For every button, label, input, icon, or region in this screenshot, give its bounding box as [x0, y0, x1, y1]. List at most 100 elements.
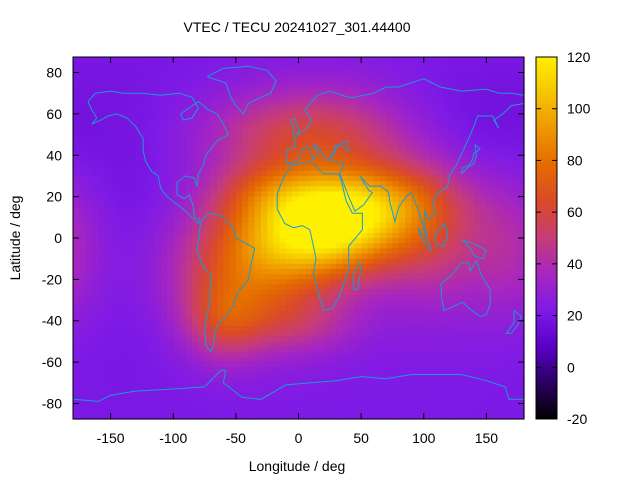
heatmap-cell — [430, 206, 437, 213]
heatmap-cell — [141, 124, 149, 130]
heatmap-cell — [79, 217, 87, 224]
heatmap-cell — [98, 186, 105, 193]
heatmap-cell — [486, 62, 494, 68]
heatmap-cell — [367, 129, 375, 136]
heatmap-cell — [285, 248, 293, 255]
heatmap-cell — [373, 274, 381, 280]
heatmap-cell — [379, 284, 387, 291]
heatmap-cell — [317, 113, 325, 120]
heatmap-cell — [192, 263, 199, 270]
heatmap-cell — [292, 88, 300, 94]
heatmap-cell — [235, 320, 243, 327]
heatmap-cell — [304, 93, 312, 99]
heatmap-cell — [148, 279, 156, 286]
heatmap-cell — [254, 367, 262, 374]
heatmap-cell — [160, 82, 168, 89]
heatmap-cell — [304, 274, 312, 280]
heatmap-cell — [486, 119, 494, 125]
heatmap-cell — [398, 258, 406, 265]
heatmap-cell — [304, 387, 312, 394]
heatmap-cell — [273, 206, 281, 213]
heatmap-cell — [455, 269, 462, 275]
heatmap-cell — [141, 362, 149, 368]
heatmap-cell — [461, 377, 469, 384]
heatmap-cell — [317, 258, 325, 265]
heatmap-cell — [148, 238, 156, 244]
heatmap-cell — [311, 160, 318, 167]
heatmap-cell — [116, 320, 124, 327]
heatmap-cell — [398, 331, 406, 337]
heatmap-cell — [104, 367, 112, 374]
heatmap-cell — [79, 398, 87, 405]
heatmap-cell — [192, 269, 199, 275]
heatmap-cell — [173, 160, 181, 167]
heatmap-cell — [292, 300, 300, 306]
heatmap-cell — [517, 103, 525, 110]
heatmap-cell — [192, 315, 199, 322]
heatmap-cell — [392, 57, 400, 63]
heatmap-cell — [85, 160, 93, 167]
heatmap-cell — [329, 134, 337, 141]
heatmap-cell — [298, 144, 306, 151]
heatmap-cell — [492, 336, 500, 343]
heatmap-cell — [329, 191, 337, 198]
heatmap-cell — [373, 362, 381, 368]
heatmap-cell — [110, 139, 118, 146]
heatmap-cell — [229, 351, 237, 358]
heatmap-cell — [166, 181, 174, 187]
heatmap-cell — [367, 393, 375, 399]
heatmap-cell — [480, 155, 488, 162]
heatmap-cell — [411, 201, 419, 208]
heatmap-cell — [411, 336, 419, 343]
heatmap-cell — [298, 367, 306, 374]
heatmap-cell — [229, 62, 237, 68]
heatmap-cell — [392, 144, 400, 151]
heatmap-cell — [361, 320, 368, 327]
heatmap-cell — [411, 263, 419, 270]
heatmap-cell — [148, 170, 156, 177]
heatmap-cell — [354, 238, 362, 244]
heatmap-cell — [104, 258, 112, 265]
heatmap-cell — [392, 341, 400, 348]
heatmap-cell — [323, 206, 331, 213]
heatmap-cell — [505, 139, 513, 146]
heatmap-cell — [486, 165, 494, 172]
heatmap-cell — [260, 160, 268, 167]
heatmap-cell — [336, 82, 343, 89]
heatmap-cell — [361, 165, 368, 172]
heatmap-cell — [486, 93, 494, 99]
heatmap-cell — [210, 67, 218, 74]
heatmap-cell — [323, 212, 331, 218]
heatmap-cell — [160, 201, 168, 208]
heatmap-cell — [273, 258, 281, 265]
heatmap-cell — [242, 155, 249, 162]
heatmap-cell — [248, 325, 256, 332]
heatmap-cell — [223, 103, 231, 110]
heatmap-cell — [173, 398, 181, 405]
heatmap-cell — [336, 294, 343, 301]
heatmap-cell — [480, 170, 488, 177]
heatmap-cell — [267, 82, 275, 89]
heatmap-cell — [292, 408, 300, 415]
heatmap-cell — [367, 279, 375, 286]
heatmap-cell — [417, 320, 425, 327]
heatmap-cell — [423, 336, 431, 343]
heatmap-cell — [448, 341, 456, 348]
heatmap-cell — [254, 67, 262, 74]
heatmap-cell — [455, 258, 462, 265]
heatmap-cell — [179, 403, 187, 410]
heatmap-cell — [135, 165, 143, 172]
heatmap-cell — [260, 170, 268, 177]
heatmap-cell — [417, 170, 425, 177]
heatmap-cell — [455, 57, 462, 63]
heatmap-cell — [210, 93, 218, 99]
heatmap-cell — [235, 191, 243, 198]
heatmap-cell — [398, 201, 406, 208]
heatmap-cell — [361, 341, 368, 348]
heatmap-cell — [461, 160, 469, 167]
heatmap-cell — [91, 279, 99, 286]
heatmap-cell — [116, 165, 124, 172]
heatmap-cell — [166, 258, 174, 265]
heatmap-cell — [248, 310, 256, 317]
heatmap-cell — [141, 119, 149, 125]
